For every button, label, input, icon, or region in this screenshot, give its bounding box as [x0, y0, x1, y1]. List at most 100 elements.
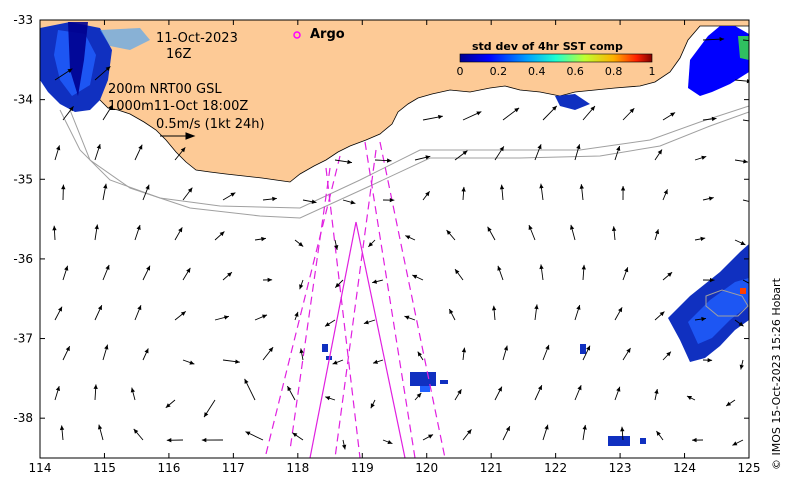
current-vector-head [311, 199, 317, 204]
current-vector-head [267, 277, 273, 283]
current-vector-head [324, 322, 330, 327]
current-vector-head [404, 315, 410, 320]
current-vector-head [738, 321, 744, 327]
current-vector-head [461, 347, 467, 353]
current-vector-head [405, 235, 411, 240]
current-vector-head [503, 345, 509, 351]
current-vector-head [692, 437, 697, 443]
current-vector [742, 279, 749, 284]
current-vector-head [180, 311, 186, 316]
current-vector-head [620, 186, 626, 191]
current-vector-head [577, 385, 582, 391]
lon-tick-label: 122 [544, 461, 567, 475]
current-vector-head [52, 225, 57, 231]
current-vector-head [582, 424, 587, 430]
current-vector-head [670, 112, 676, 117]
current-vector-head [230, 192, 236, 197]
current-vector-head [740, 241, 746, 245]
scale-arrow [160, 132, 196, 140]
current-vector-head [93, 384, 98, 390]
current-vector-head [624, 267, 629, 273]
current-vector-head [709, 277, 715, 283]
current-vector-head [201, 437, 207, 443]
current-vector-head [180, 147, 186, 153]
isobath-label-2: 1000m11-Oct 18:00Z [108, 99, 248, 114]
latitude-axis: -33 -34 -35 -36 -37 -38 [13, 13, 749, 425]
credit-text: © IMOS 15-Oct-2023 15:26 Hobart [770, 278, 783, 470]
current-vector-head [69, 106, 74, 112]
current-vector-head [581, 264, 586, 270]
lon-tick-label: 120 [415, 461, 438, 475]
current-vector-head [335, 282, 340, 288]
current-vector-head [497, 265, 502, 271]
current-vector-head [332, 360, 338, 365]
current-vector-head [245, 431, 251, 436]
lon-tick-label: 114 [29, 461, 52, 475]
lat-tick-label: -37 [13, 332, 33, 346]
colorbar-tick-label: 0.4 [528, 65, 546, 78]
current-vector-head [657, 149, 663, 155]
lon-tick-label: 115 [93, 461, 116, 475]
argo-label: Argo [310, 27, 345, 42]
lon-tick-label: 117 [222, 461, 245, 475]
current-vector-head [136, 225, 141, 230]
current-vector-head [299, 284, 304, 290]
current-vector-head [65, 346, 70, 352]
current-vector-head [461, 186, 466, 192]
current-vector-head [272, 196, 277, 202]
current-vector-head [499, 146, 504, 152]
current-vector-head [666, 351, 671, 357]
current-vector-head [476, 111, 482, 116]
current-vector-head [497, 386, 502, 392]
colorbar-title: std dev of 4hr SST comp [472, 40, 623, 53]
current-vector-head [539, 183, 544, 189]
current-vector-head [59, 425, 65, 431]
current-vector-head [373, 359, 378, 364]
current-vector-head [659, 311, 665, 317]
current-vector-head [292, 432, 298, 438]
current-vector-head [97, 424, 103, 430]
current-vector-head [268, 347, 274, 353]
current-vector-head [701, 155, 707, 160]
current-vector-head [700, 236, 706, 242]
current-vector-head [425, 191, 430, 197]
current-vector-head [56, 145, 61, 151]
current-vector-head [545, 344, 550, 350]
current-vector-head [620, 426, 625, 432]
current-vector-head [186, 267, 191, 273]
lat-tick-label: -35 [13, 172, 33, 186]
current-vector-head [145, 184, 150, 190]
current-vector-head [96, 144, 101, 150]
current-vector-head [298, 241, 304, 247]
current-vector-head [590, 106, 595, 111]
lon-tick-label: 125 [738, 461, 761, 475]
current-vector-head [108, 104, 113, 110]
colorbar-tick-label: 0.2 [490, 65, 508, 78]
current-vector-head [686, 395, 692, 400]
current-vector-head [227, 272, 232, 277]
current-vector-head [446, 230, 452, 235]
current-vector-head [294, 311, 299, 317]
current-vector-head [701, 316, 707, 322]
current-vector-head [457, 389, 462, 395]
current-vector-head [514, 107, 520, 113]
lat-tick-label: -34 [13, 93, 33, 107]
current-vector-head [262, 314, 268, 319]
current-vector-head [739, 364, 744, 370]
current-vector-head [372, 279, 378, 284]
current-vector-head [491, 305, 497, 311]
current-vector-head [707, 357, 713, 363]
current-vector-head [165, 403, 171, 408]
current-vector-head [166, 438, 172, 443]
hour-label: 16Z [166, 47, 192, 62]
current-vector-head [387, 439, 393, 445]
current-vector-head [370, 403, 375, 409]
current-vector-head [244, 378, 249, 384]
current-vector-head [499, 184, 505, 190]
current-vector-head [428, 434, 434, 439]
current-vector-head [105, 264, 110, 270]
lat-tick-label: -36 [13, 252, 33, 266]
current-vector-head [64, 265, 69, 271]
current-vector-head [719, 36, 725, 42]
current-vector-head [616, 386, 621, 392]
